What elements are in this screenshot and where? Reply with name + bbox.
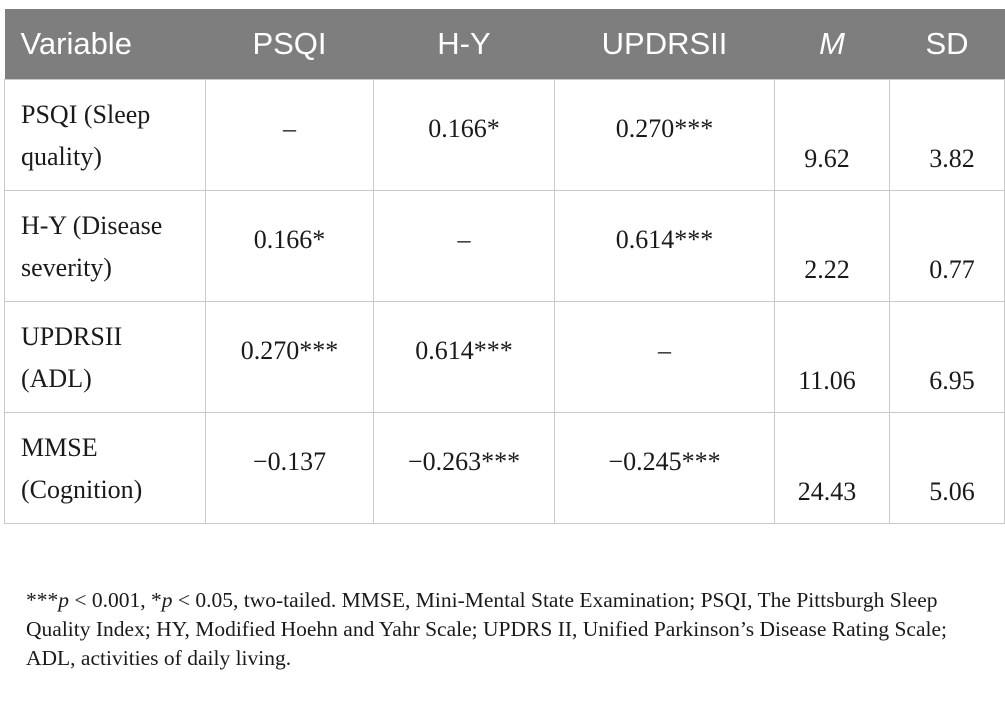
header-psqi: PSQI [252, 25, 327, 61]
sd-cell: 6.95 [889, 300, 1005, 413]
variable-cell: MMSE (Cognition) [4, 411, 206, 524]
footnote-p-symbol: p [161, 588, 173, 612]
table-row: PSQI (Sleep quality) – 0.166* 0.270*** 9… [4, 78, 1005, 191]
sd-cell: 3.82 [889, 78, 1005, 191]
table-row: H-Y (Disease severity) 0.166* – 0.614***… [4, 189, 1005, 302]
variable-description: (ADL) [21, 363, 92, 393]
variable-description: severity) [21, 252, 112, 282]
table-footnote: ***p < 0.001, *p < 0.05, two-tailed. MMS… [26, 586, 986, 673]
mean-cell: 24.43 [774, 411, 890, 524]
table-row: MMSE (Cognition) −0.137 −0.263*** −0.245… [4, 411, 1005, 524]
sd-cell: 0.77 [889, 189, 1005, 302]
corr-psqi-cell: – [205, 78, 374, 191]
corr-updrsii-cell: – [554, 300, 775, 413]
footnote-stars: *** [26, 588, 59, 612]
corr-psqi-cell: 0.166* [205, 189, 374, 302]
mean-cell: 9.62 [774, 78, 890, 191]
corr-updrsii-cell: −0.245*** [554, 411, 775, 524]
corr-hy-cell: – [373, 189, 555, 302]
corr-hy-cell: 0.614*** [373, 300, 555, 413]
sd-cell: 5.06 [889, 411, 1005, 524]
variable-description: (Cognition) [21, 474, 143, 504]
variable-name: UPDRSII [21, 321, 123, 351]
mean-cell: 2.22 [774, 189, 890, 302]
header-hy: H-Y [437, 25, 491, 61]
correlation-table-container: Variable PSQI H-Y UPDRSII M SD PSQI (Sle… [4, 9, 1005, 524]
footnote-text: < 0.05, two-tailed. MMSE, Mini-Mental St… [26, 588, 948, 670]
variable-description: quality) [21, 141, 102, 171]
mean-cell: 11.06 [774, 300, 890, 413]
variable-name: MMSE [21, 432, 98, 462]
correlation-table: Variable PSQI H-Y UPDRSII M SD PSQI (Sle… [4, 9, 1005, 524]
variable-cell: PSQI (Sleep quality) [4, 78, 206, 191]
variable-cell: UPDRSII (ADL) [4, 300, 206, 413]
corr-updrsii-cell: 0.270*** [554, 78, 775, 191]
table-row: UPDRSII (ADL) 0.270*** 0.614*** – 11.06 … [4, 300, 1005, 413]
table-header: Variable PSQI H-Y UPDRSII M SD [4, 9, 1005, 79]
corr-psqi-cell: 0.270*** [205, 300, 374, 413]
variable-name: PSQI (Sleep [21, 99, 151, 129]
corr-hy-cell: 0.166* [373, 78, 555, 191]
corr-hy-cell: −0.263*** [373, 411, 555, 524]
header-variable: Variable [20, 25, 132, 61]
variable-name: H-Y (Disease [21, 210, 163, 240]
header-mean: M [819, 25, 845, 61]
corr-updrsii-cell: 0.614*** [554, 189, 775, 302]
variable-cell: H-Y (Disease severity) [4, 189, 206, 302]
header-row: Variable PSQI H-Y UPDRSII M SD [4, 9, 1005, 79]
corr-psqi-cell: −0.137 [205, 411, 374, 524]
header-sd: SD [925, 25, 969, 61]
table-body: PSQI (Sleep quality) – 0.166* 0.270*** 9… [4, 78, 1005, 524]
footnote-threshold: < 0.001, * [69, 588, 162, 612]
footnote-p-symbol: p [58, 588, 69, 612]
header-updrsii: UPDRSII [601, 25, 728, 61]
